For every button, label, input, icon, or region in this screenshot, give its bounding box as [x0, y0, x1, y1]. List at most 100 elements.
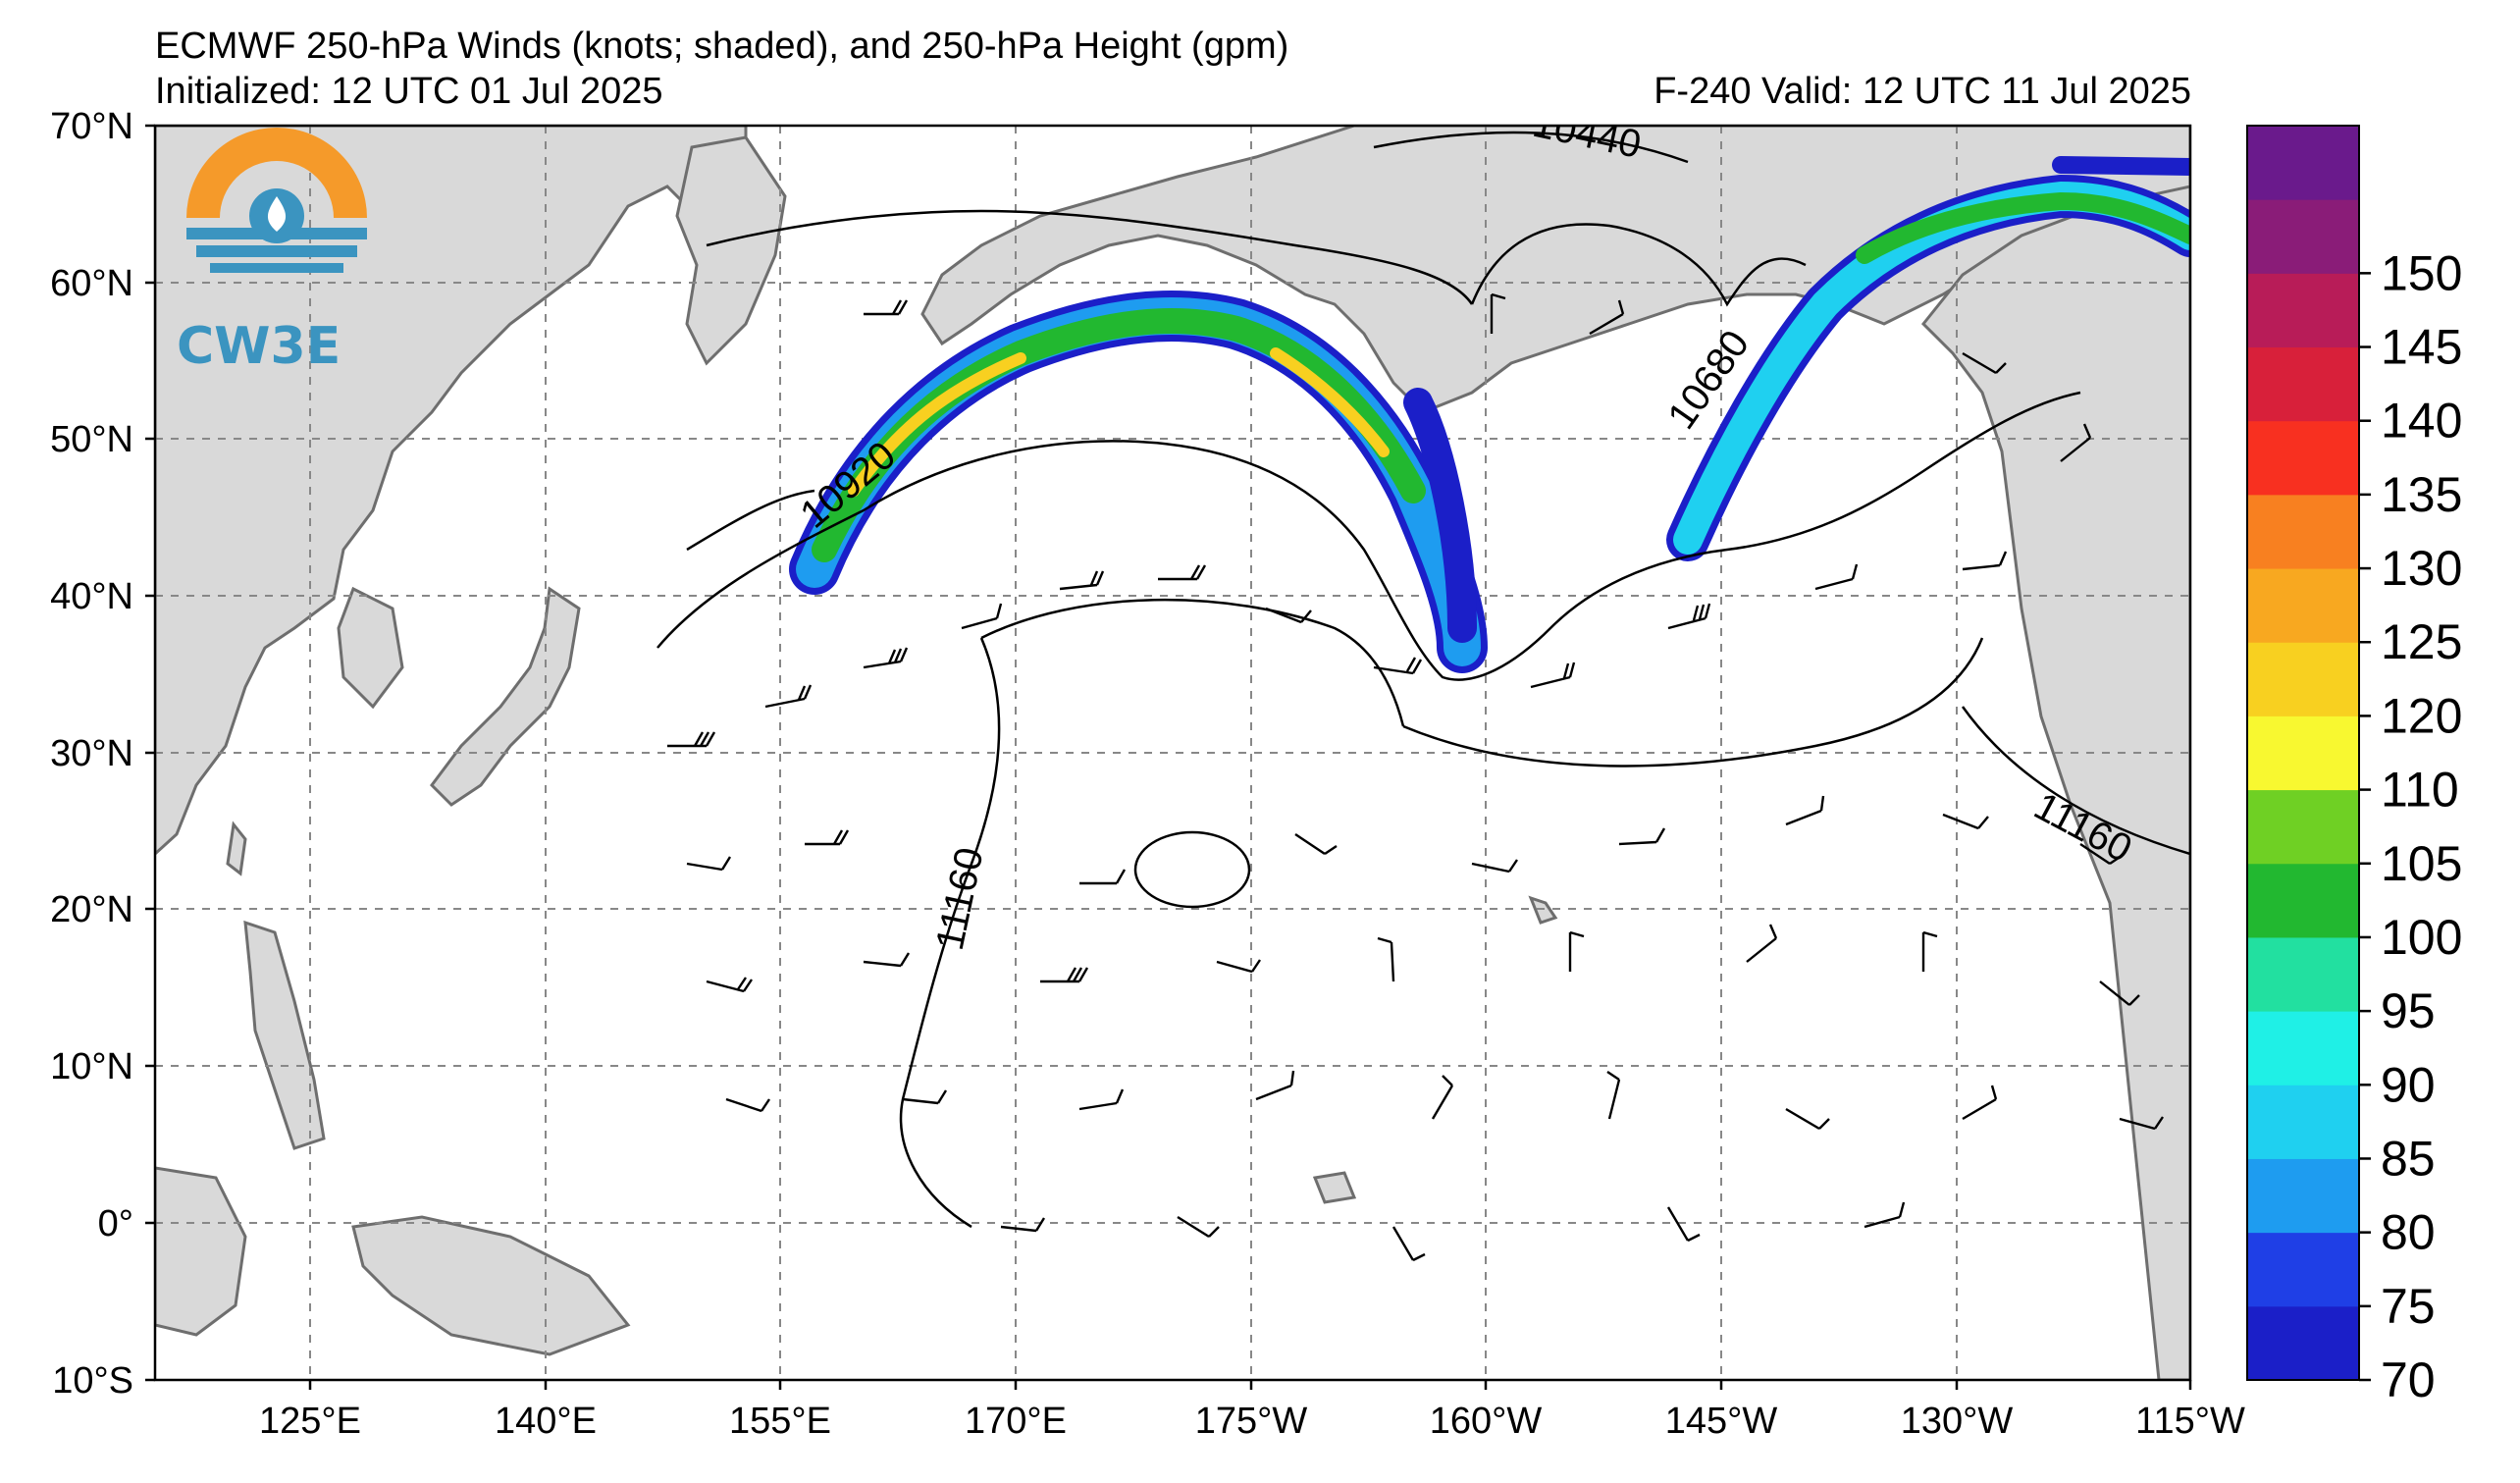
- lon-label: 155°E: [729, 1401, 831, 1442]
- wind-barb: [1921, 930, 1938, 972]
- wind-barb: [1667, 603, 1711, 630]
- lat-label: 0°: [98, 1203, 133, 1245]
- colorbar-segment: [2247, 494, 2359, 569]
- map-title: ECMWF 250-hPa Winds (knots; shaded), and…: [155, 26, 1289, 67]
- colorbar-segment: [2247, 346, 2359, 422]
- colorbar-label: 90: [2381, 1057, 2436, 1112]
- wind-barb: [1158, 564, 1207, 581]
- wind-barb: [2119, 1116, 2164, 1131]
- philippines-islands: [243, 920, 326, 1150]
- wind-barb: [1255, 1070, 1295, 1101]
- lat-label: 70°N: [50, 106, 133, 147]
- wind-barb: [725, 1097, 770, 1113]
- lat-label: 60°N: [50, 263, 133, 304]
- colorbar-label: 100: [2381, 910, 2462, 965]
- colorbar-segment: [2247, 789, 2359, 865]
- wind-barb: [1059, 570, 1105, 591]
- colorbar-segment: [2247, 1158, 2359, 1234]
- wind-barb: [1265, 607, 1312, 624]
- wind-barb: [1942, 813, 1989, 830]
- lat-label: 10°N: [50, 1046, 133, 1087]
- logo-text: CW3E: [177, 317, 341, 376]
- longitude-labels: 125°E 140°E 155°E 170°E 175°W 160°W 145°…: [259, 1401, 2245, 1442]
- wind-barb: [706, 977, 753, 993]
- wind-barb: [1377, 936, 1395, 982]
- wind-barb: [686, 856, 732, 872]
- colorbar-label: 110: [2381, 763, 2459, 818]
- lon-label: 145°W: [1665, 1401, 1778, 1442]
- korea-peninsula: [337, 586, 404, 710]
- colorbar-label: 85: [2381, 1131, 2436, 1186]
- land-layer: [155, 126, 2190, 1380]
- colorbar-segment: [2247, 199, 2359, 274]
- valid-time: F-240 Valid: 12 UTC 11 Jul 2025: [1654, 71, 2191, 112]
- colorbar-label: 75: [2381, 1279, 2436, 1334]
- contour-11160-east: [1402, 637, 2190, 856]
- colorbar-segment: [2247, 420, 2359, 496]
- colorbar-segment: [2247, 936, 2359, 1012]
- contour-10440: [1373, 131, 1689, 164]
- lon-label: 130°W: [1901, 1401, 2014, 1442]
- new-guinea-island: [351, 1215, 631, 1356]
- wind-barb: [1962, 351, 2007, 375]
- wind-barb: [1490, 292, 1506, 334]
- colorbar-segment: [2247, 273, 2359, 348]
- wind-barb: [1216, 959, 1261, 974]
- jet-stream-shading: [789, 156, 2190, 673]
- colorbar-label: 125: [2381, 614, 2462, 669]
- colorbar-frame: [2246, 125, 2360, 1381]
- wind-barb: [1471, 859, 1518, 874]
- colorbar-label: 80: [2381, 1205, 2436, 1260]
- contour-10920: [656, 391, 2081, 681]
- high-center-contour: [1133, 830, 1251, 909]
- wind-barb: [864, 299, 909, 316]
- north-america-west-coast: [1920, 185, 2190, 1380]
- colorbar-segment: [2247, 863, 2359, 938]
- colorbar-segment: [2247, 126, 2359, 200]
- colorbar-label: 140: [2381, 394, 2462, 449]
- colorbar-segment: [2247, 1085, 2359, 1159]
- lon-label: 170°E: [965, 1401, 1067, 1442]
- colorbar-label: 130: [2381, 541, 2462, 596]
- colorbar-segment: [2247, 1011, 2359, 1086]
- wind-barb: [2079, 843, 2123, 865]
- wind-barb: [1568, 930, 1585, 972]
- lat-label: 30°N: [50, 733, 133, 774]
- lat-label: 10°S: [52, 1360, 133, 1402]
- contour-10920-west: [686, 489, 815, 552]
- wind-barb: [1962, 1085, 1998, 1121]
- wind-barb: [1666, 1206, 1701, 1243]
- lon-label: 140°E: [495, 1401, 597, 1442]
- wind-barb: [1606, 1071, 1621, 1120]
- hawaii-islands: [1528, 895, 1558, 925]
- wind-barb: [1000, 1217, 1046, 1233]
- colorbar-label: 145: [2381, 320, 2462, 375]
- colorbar-label: 70: [2381, 1352, 2436, 1407]
- wind-barb: [1785, 1107, 1830, 1131]
- wind-barb: [1294, 833, 1338, 855]
- colorbar-segment: [2247, 568, 2359, 643]
- wind-barb: [1530, 662, 1576, 689]
- contour-10680: [706, 209, 1807, 307]
- lat-label: 50°N: [50, 419, 133, 460]
- alaska-landmass: [920, 126, 2190, 414]
- colorbar-label: 120: [2381, 688, 2462, 743]
- colorbar-segment: [2247, 642, 2359, 716]
- wind-speed-colorbar: 70 75 80 85 90 95 100 105 110 120 125 130 135 140 145 1…: [2246, 125, 2462, 1407]
- wind-barb: [1814, 563, 1859, 591]
- wind-barb: [1746, 924, 1778, 963]
- lon-label: 125°E: [259, 1401, 361, 1442]
- init-time: Initialized: 12 UTC 01 Jul 2025: [155, 71, 663, 112]
- contour-11160-west: [899, 637, 1001, 1229]
- wind-barb: [805, 829, 850, 846]
- wind-barb: [667, 731, 716, 748]
- wind-barbs: [667, 292, 2164, 1262]
- wind-barb: [1177, 1215, 1220, 1239]
- latitude-labels: 70°N 60°N 50°N 40°N 30°N 20°N 10°N 0° 10…: [50, 106, 133, 1402]
- colorbar-label: 105: [2381, 836, 2462, 891]
- wind-barb: [1962, 551, 2008, 571]
- colorbar-segment: [2247, 1305, 2359, 1381]
- borneo-island: [155, 1166, 247, 1337]
- wind-barb: [2099, 980, 2140, 1006]
